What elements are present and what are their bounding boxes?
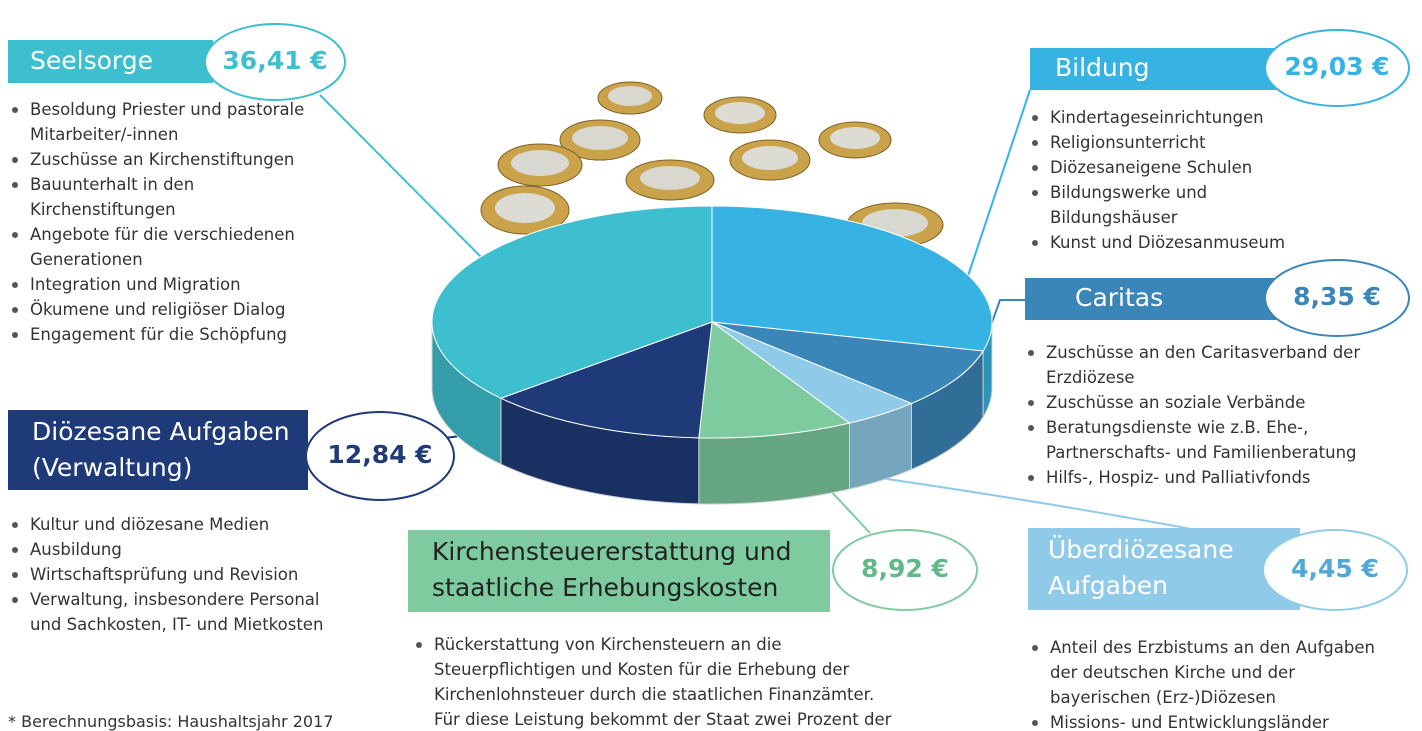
detail-list: Kultur und diözesane Medien Ausbildung Wir… bbox=[8, 512, 338, 637]
value-label: 12,84 € bbox=[327, 440, 433, 469]
detail-item: Beratungsdienste wie z.B. Ehe-, Partners… bbox=[1024, 415, 1404, 465]
detail-item: Wirtschaftsprüfung und Revision bbox=[8, 562, 338, 587]
detail-item: Integration und Migration bbox=[8, 272, 318, 297]
slice bbox=[499, 321, 713, 439]
value-badge bbox=[1264, 259, 1410, 337]
detail-list: Kindertageseinrichtungen Religionsunterri… bbox=[1028, 105, 1328, 255]
detail-item: Kultur und diözesane Medien bbox=[8, 512, 338, 537]
category-banner bbox=[1030, 48, 1280, 90]
detail-item: Anteil des Erzbistums an den Aufgaben de… bbox=[1028, 635, 1398, 710]
value-badge bbox=[204, 23, 346, 101]
pie bbox=[431, 205, 993, 505]
category-title: Überdiözesane Aufgaben bbox=[1048, 535, 1234, 600]
slice bbox=[711, 321, 984, 404]
footnote: * Berechnungsbasis: Haushaltsjahr 2017 bbox=[8, 712, 334, 731]
detail-item: Bauunterhalt in den Kirchenstiftungen bbox=[8, 172, 318, 222]
category-banner bbox=[8, 410, 308, 490]
detail-item: Engagement für die Schöpfung bbox=[8, 322, 318, 347]
detail-item: Ausbildung bbox=[8, 537, 338, 562]
detail-item: Zuschüsse an den Caritasverband der Erzd… bbox=[1024, 340, 1404, 390]
category-title: Kirchensteuererstattung und staatliche E… bbox=[432, 537, 792, 602]
detail-item: Angebote für die verschiedenen Generatio… bbox=[8, 222, 318, 272]
value-label: 8,35 € bbox=[1293, 282, 1381, 311]
detail-item: Diözesaneigene Schulen bbox=[1028, 155, 1328, 180]
value-badge bbox=[1262, 529, 1408, 611]
detail-list: Besoldung Priester und pastorale Mitarbe… bbox=[8, 97, 318, 347]
value-label: 4,45 € bbox=[1291, 554, 1379, 583]
category-title: Seelsorge bbox=[30, 46, 153, 75]
value-badge bbox=[832, 529, 978, 611]
slice bbox=[431, 205, 713, 399]
category-banner bbox=[408, 530, 830, 612]
category-title: Bildung bbox=[1055, 53, 1150, 82]
detail-list: Rückerstattung von Kirchensteuern an die… bbox=[412, 632, 892, 731]
category-banner bbox=[1028, 528, 1300, 610]
coins bbox=[480, 81, 944, 248]
detail-item: Zuschüsse an soziale Verbände bbox=[1024, 390, 1404, 415]
value-badge bbox=[305, 411, 455, 501]
detail-item: Bildungswerke und Bildungshäuser bbox=[1028, 180, 1328, 230]
detail-item: Zuschüsse an Kirchenstiftungen bbox=[8, 147, 318, 172]
slice bbox=[698, 321, 851, 439]
category-title: Caritas bbox=[1075, 283, 1164, 312]
slice bbox=[711, 205, 993, 352]
detail-item: Besoldung Priester und pastorale Mitarbe… bbox=[8, 97, 318, 147]
detail-item: Verwaltung, insbesondere Personal und Sa… bbox=[8, 587, 338, 637]
detail-item: Religionsunterricht bbox=[1028, 130, 1328, 155]
value-label: 8,92 € bbox=[861, 554, 949, 583]
value-badge bbox=[1264, 29, 1410, 107]
labels-shapes bbox=[8, 23, 1410, 612]
detail-item: Hilfs-, Hospiz- und Palliativfonds bbox=[1024, 465, 1404, 490]
detail-item: Rückerstattung von Kirchensteuern an die… bbox=[412, 632, 892, 731]
detail-item: Ökumene und religiöser Dialog bbox=[8, 297, 318, 322]
detail-list: Anteil des Erzbistums an den Aufgaben de… bbox=[1028, 635, 1398, 731]
detail-item: Kindertageseinrichtungen bbox=[1028, 105, 1328, 130]
detail-item: Missions- und Entwicklungsländer bbox=[1028, 710, 1398, 731]
category-title: Diözesane Aufgaben (Verwaltung) bbox=[32, 417, 290, 482]
value-label: 29,03 € bbox=[1284, 52, 1390, 81]
detail-list: Zuschüsse an den Caritasverband der Erzd… bbox=[1024, 340, 1404, 490]
category-banner bbox=[8, 40, 213, 83]
value-label: 36,41 € bbox=[222, 46, 328, 75]
detail-item: Kunst und Diözesanmuseum bbox=[1028, 230, 1328, 255]
category-banner bbox=[1025, 278, 1295, 320]
